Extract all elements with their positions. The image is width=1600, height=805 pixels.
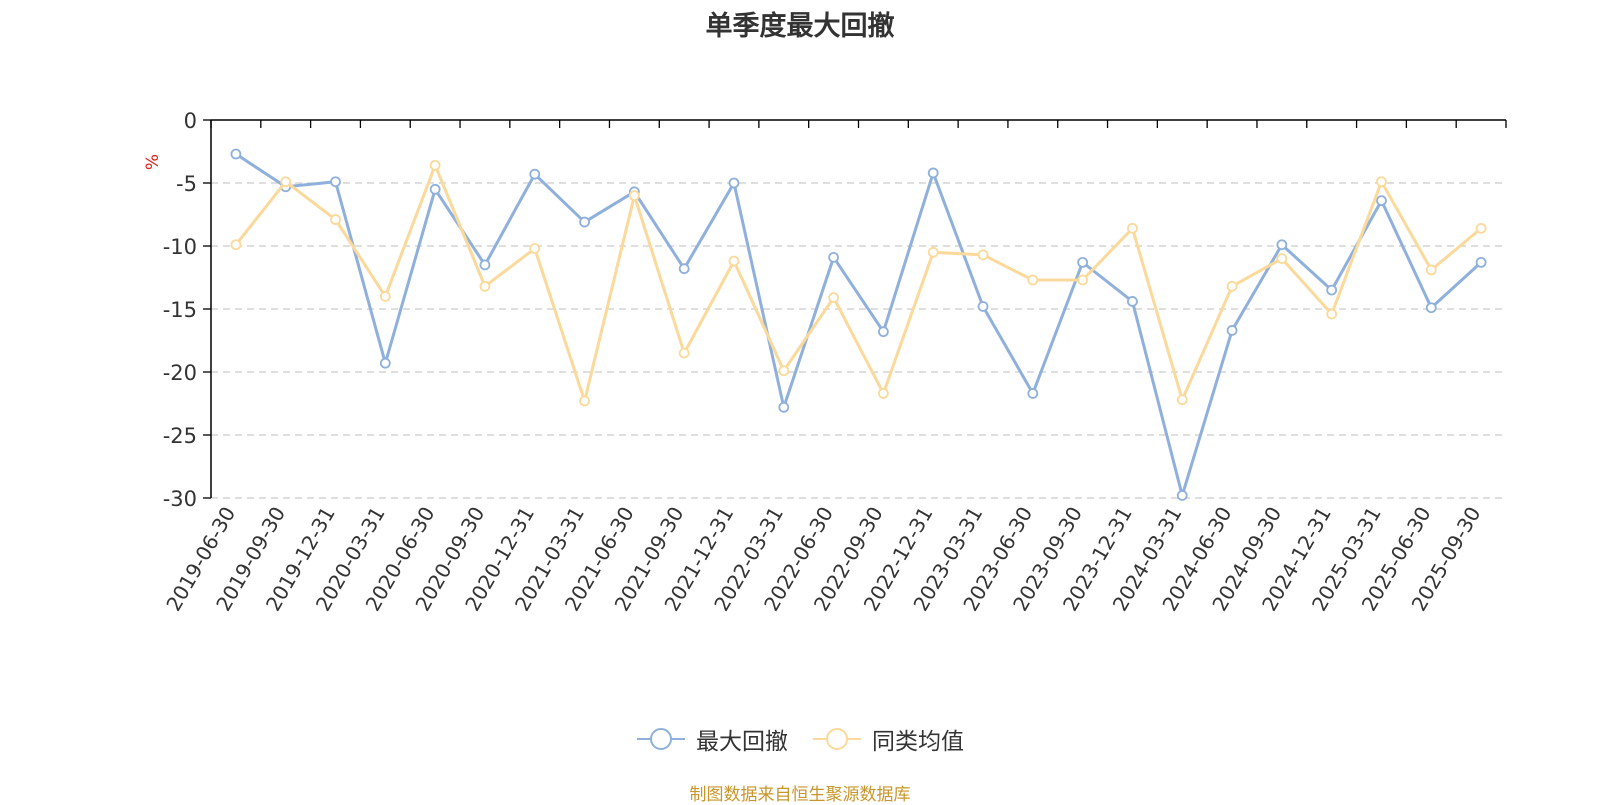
data-point-series-1 — [529, 168, 541, 180]
y-tick-label: -25 — [163, 424, 197, 448]
data-point-series-1 — [878, 326, 889, 338]
line-chart: 0-5-10-15-20-25-30%2019-06-302019-09-302… — [143, 109, 1507, 615]
legend: 最大回撤 同类均值 — [0, 722, 1600, 756]
data-point-series-2 — [1027, 274, 1039, 286]
data-point-series-1 — [778, 401, 790, 413]
data-point-series-1 — [379, 357, 391, 369]
legend-item-series-2[interactable]: 同类均值 — [812, 722, 964, 756]
data-point-series-2 — [628, 190, 640, 202]
data-point-series-1 — [828, 251, 839, 263]
data-point-series-2 — [479, 280, 491, 292]
chart-title: 单季度最大回撤 — [705, 11, 895, 42]
y-tick-label: -5 — [176, 172, 197, 196]
data-point-series-2 — [1475, 222, 1487, 234]
data-source-note: 制图数据来自恒生聚源数据库 — [689, 785, 911, 805]
y-tick-label: -20 — [163, 361, 197, 385]
y-tick-label: -10 — [163, 235, 197, 259]
data-point-series-1 — [1176, 490, 1188, 501]
data-point-series-2 — [330, 214, 341, 225]
data-point-series-1 — [977, 301, 989, 312]
legend-marker-series-2 — [813, 728, 861, 750]
data-point-series-2 — [280, 176, 292, 188]
data-point-series-2 — [927, 246, 939, 258]
data-point-series-2 — [1127, 222, 1138, 234]
data-point-series-1 — [1077, 256, 1089, 268]
data-point-series-1 — [1425, 302, 1437, 314]
data-point-series-2 — [1276, 253, 1288, 265]
data-point-series-1 — [479, 259, 491, 271]
data-point-series-2 — [429, 159, 441, 171]
data-point-series-1 — [1326, 284, 1338, 296]
data-point-series-1 — [1276, 239, 1288, 251]
data-point-series-1 — [330, 176, 341, 188]
data-point-series-2 — [977, 249, 989, 261]
data-point-series-2 — [379, 290, 391, 302]
data-point-series-2 — [1376, 176, 1387, 188]
series-line-2 — [234, 163, 1483, 403]
data-point-series-1 — [1127, 296, 1138, 307]
legend-item-series-1[interactable]: 最大回撤 — [636, 722, 788, 756]
y-tick-label: -15 — [163, 298, 197, 322]
data-point-series-2 — [678, 347, 690, 359]
data-point-series-1 — [429, 183, 441, 195]
data-point-series-1 — [1027, 388, 1039, 399]
data-point-series-1 — [927, 167, 939, 179]
data-point-series-2 — [778, 365, 790, 377]
data-point-series-2 — [579, 395, 590, 407]
y-tick-label: -30 — [163, 487, 197, 511]
data-point-series-1 — [678, 263, 690, 275]
data-point-series-1 — [1226, 325, 1238, 336]
legend-marker-series-1 — [637, 728, 685, 750]
data-point-series-2 — [529, 243, 541, 254]
y-tick-label: 0 — [184, 109, 197, 133]
data-point-series-1 — [1376, 195, 1387, 207]
data-point-series-2 — [728, 255, 740, 267]
data-point-series-2 — [1326, 308, 1338, 320]
y-axis-unit-label: % — [143, 154, 163, 170]
data-point-series-2 — [828, 292, 839, 304]
data-point-series-1 — [728, 177, 740, 189]
data-point-series-2 — [1425, 264, 1437, 276]
data-point-series-2 — [1226, 280, 1238, 292]
data-point-series-2 — [1176, 394, 1188, 406]
data-point-series-1 — [230, 148, 242, 160]
legend-label-series-1: 最大回撤 — [696, 729, 788, 755]
legend-label-series-2: 同类均值 — [872, 729, 964, 755]
data-point-series-1 — [579, 216, 590, 228]
data-point-series-2 — [1077, 274, 1089, 286]
data-point-series-2 — [878, 388, 889, 399]
data-point-series-1 — [1475, 256, 1487, 268]
series-line-1 — [235, 152, 1483, 497]
data-point-series-2 — [230, 239, 242, 251]
